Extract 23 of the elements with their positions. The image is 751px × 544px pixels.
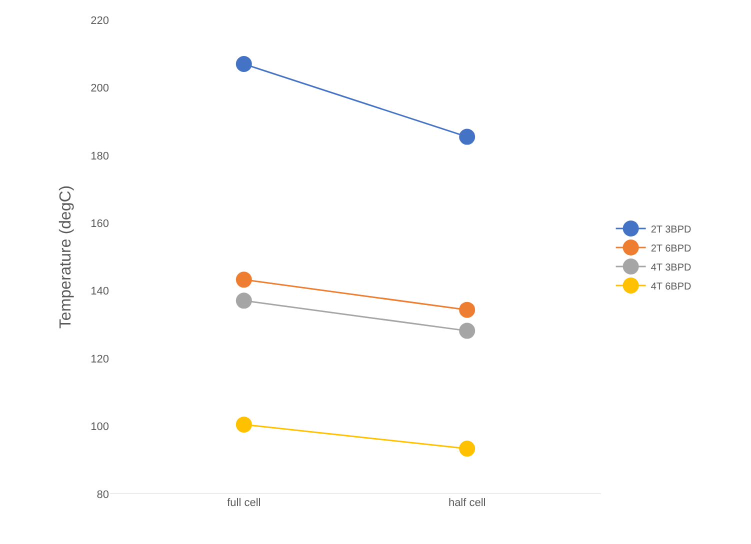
legend-label: 4T 3BPD <box>650 262 692 274</box>
y-tick-label: 80 <box>96 488 109 501</box>
x-tick-label: half cell <box>448 497 486 509</box>
x-tick-label: full cell <box>227 497 261 509</box>
point <box>459 302 476 318</box>
point <box>459 440 476 457</box>
legend-label: 4T 6BPD <box>650 281 692 292</box>
y-axis-title: Temperature (degC) <box>58 185 75 329</box>
point <box>459 322 476 339</box>
point <box>236 292 252 309</box>
y-tick-label: 220 <box>90 14 109 27</box>
y-tick-label: 200 <box>90 82 109 95</box>
point <box>236 416 252 433</box>
y-tick-label: 160 <box>90 218 109 230</box>
point <box>459 128 476 145</box>
point <box>236 272 252 288</box>
y-tick-label: 120 <box>90 353 109 366</box>
y-tick-label: 140 <box>90 286 109 298</box>
point <box>236 56 252 72</box>
y-tick-label: 180 <box>90 150 109 162</box>
legend-label: 2T 6BPD <box>650 243 692 254</box>
y-tick-label: 100 <box>90 421 109 434</box>
legend-label: 2T 3BPD <box>650 224 692 236</box>
